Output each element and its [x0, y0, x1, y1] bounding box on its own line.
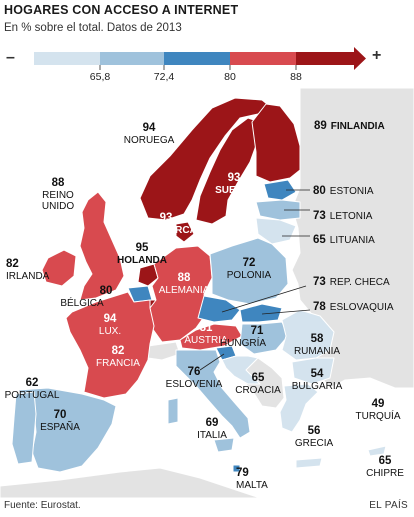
- label-rep-checa: 73 REP. CHECA: [313, 276, 390, 288]
- country-italia-cerdena: [167, 397, 179, 425]
- label-malta: 79 MALTA: [236, 467, 268, 491]
- europe-map: [0, 88, 414, 498]
- legend-bin-1: [34, 52, 100, 65]
- label-alemania: 88 ALEMANIA: [158, 272, 210, 296]
- country-grecia-creta: [295, 457, 323, 469]
- leader-eslovenia: [199, 353, 225, 371]
- label-eslovaquia: 78 ESLOVAQUIA: [313, 301, 394, 313]
- country-irlanda: [41, 249, 77, 287]
- label-noruega: 94 NORUEGA: [123, 122, 175, 146]
- country-espana: [17, 387, 117, 473]
- country-croacia: [221, 355, 261, 385]
- country-holanda: [137, 263, 159, 287]
- label-lux: 94 LUX.: [98, 313, 122, 337]
- label-letonia: 73 LETONIA: [313, 210, 373, 222]
- legend-scale: [34, 47, 366, 70]
- country-reino-unido: [79, 191, 125, 301]
- publisher-brand: EL PAÍS: [369, 500, 408, 511]
- label-italia: 69 ITALIA: [197, 417, 227, 441]
- label-polonia: 72 POLONIA: [226, 257, 272, 281]
- country-finlandia: [251, 103, 301, 183]
- label-portugal: 62 PORTUGAL: [4, 377, 60, 401]
- legend-bin-2: [100, 52, 164, 65]
- country-grecia: [279, 383, 319, 433]
- legend-bin-5: [296, 47, 366, 70]
- country-lituania: [255, 217, 297, 245]
- country-francia: [65, 291, 155, 399]
- label-dinamarca: 93 DINAMARCA: [135, 212, 197, 236]
- label-austria: 81 AUSTRIA: [184, 322, 228, 346]
- label-hungria: 71 HUNGRÍA: [219, 325, 267, 349]
- label-suecia: 93 SUECIA: [215, 172, 253, 196]
- country-italia-sicilia: [213, 437, 235, 453]
- legend-bin-3: [164, 52, 230, 65]
- label-chipre: 65 CHIPRE: [366, 455, 404, 479]
- label-holanda: 95 HOLANDA: [117, 242, 167, 266]
- label-reino-unido: 88 REINO UNIDO: [41, 177, 75, 212]
- country-bulgaria: [291, 357, 335, 385]
- leader-rep-checa: [221, 285, 307, 313]
- label-finlandia: 89 FINLANDIA: [314, 120, 385, 132]
- label-belgica: 80 BÉLGICA: [60, 285, 113, 309]
- country-alemania: [149, 245, 213, 343]
- label-irlanda: 82 IRLANDA: [6, 258, 50, 282]
- label-eslovenia: 76 ESLOVENIA: [165, 366, 223, 390]
- label-francia: 82 FRANCIA: [96, 345, 140, 369]
- legend-plus: +: [372, 47, 382, 64]
- country-eslovaquia: [239, 303, 283, 323]
- country-estonia: [263, 179, 297, 201]
- label-turquia: 49 TURQUÍA: [355, 398, 401, 422]
- label-lituania: 65 LITUANIA: [313, 234, 375, 246]
- legend-tick-3: 80: [224, 71, 236, 83]
- country-polonia: [209, 237, 289, 305]
- legend-minus: –: [6, 49, 15, 66]
- label-rumania: 58 RUMANIA: [293, 333, 341, 357]
- legend-tick-1: 65,8: [89, 71, 111, 83]
- source-note: Fuente: Eurostat.: [4, 500, 81, 511]
- legend-tick-2: 72,4: [153, 71, 175, 83]
- country-dinamarca: [175, 221, 195, 243]
- country-hungria: [239, 321, 289, 355]
- label-croacia: 65 CROACIA: [235, 372, 281, 396]
- country-portugal: [11, 391, 37, 465]
- label-espana: 70 ESPAÑA: [40, 409, 80, 433]
- non-eu-africa: [0, 467, 261, 498]
- country-rumania: [281, 309, 335, 361]
- legend-tick-4: 88: [290, 71, 302, 83]
- leader-eslovaquia: [261, 309, 311, 315]
- map-title: HOGARES CON ACCESO A INTERNET: [4, 3, 239, 17]
- legend-bin-4: [230, 52, 296, 65]
- country-rep-checa: [197, 295, 241, 323]
- label-bulgaria: 54 BULGARIA: [291, 368, 343, 392]
- country-letonia: [255, 199, 301, 221]
- map-subtitle: En % sobre el total. Datos de 2013: [4, 22, 182, 34]
- label-grecia: 56 GRECIA: [294, 425, 334, 449]
- country-chipre: [367, 445, 387, 457]
- label-estonia: 80 ESTONIA: [313, 185, 374, 197]
- country-malta: [232, 464, 241, 473]
- non-eu-switzerland: [147, 341, 181, 361]
